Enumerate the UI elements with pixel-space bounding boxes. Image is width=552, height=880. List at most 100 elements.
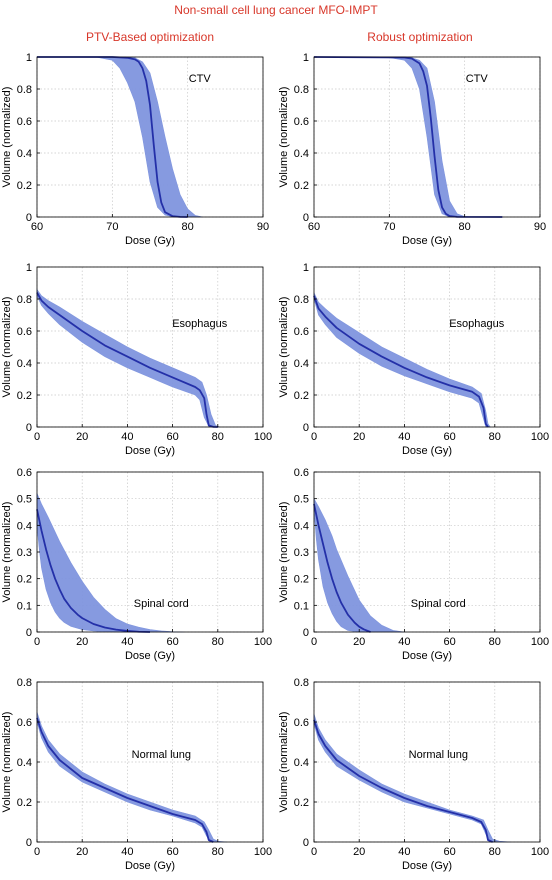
y-tick-label: 0.4 — [17, 757, 32, 769]
x-tick-label: 60 — [443, 636, 455, 648]
x-tick-label: 60 — [166, 636, 178, 648]
column-title-robust: Robust optimization — [367, 30, 473, 44]
y-tick-label: 0.2 — [17, 180, 32, 192]
y-axis-label: Volume (normalized) — [278, 712, 290, 813]
y-tick-label: 0.6 — [294, 116, 309, 128]
y-axis-label: Volume (normalized) — [278, 297, 290, 398]
y-tick-label: 0 — [26, 627, 32, 639]
nominal-dvh-line — [313, 295, 489, 428]
x-tick-label: 60 — [166, 431, 178, 443]
chart-lung-ptv: 0 20 40 60 80 100 0 0.2 0.4 0.6 0.8 Dose (Gy) Volume… — [1, 677, 272, 872]
uncertainty-band — [313, 56, 473, 218]
x-tick-label: 80 — [212, 846, 224, 858]
y-tick-label: 0.2 — [294, 797, 309, 809]
x-tick-label: 100 — [531, 636, 549, 648]
x-tick-label: 40 — [121, 636, 133, 648]
nominal-dvh-line — [37, 56, 188, 218]
x-tick-label: 90 — [257, 221, 269, 233]
y-axis-label: Volume (normalized) — [1, 712, 13, 813]
x-tick-label: 20 — [76, 846, 88, 858]
x-axis-label: Dose (Gy) — [402, 650, 452, 662]
y-tick-label: 0 — [303, 212, 309, 224]
y-tick-label: 0 — [303, 837, 309, 849]
y-tick-label: 1 — [26, 262, 32, 274]
nominal-dvh-line — [36, 509, 151, 633]
y-tick-label: 0 — [303, 627, 309, 639]
x-tick-label: 40 — [121, 431, 133, 443]
axes-frame — [313, 56, 541, 218]
nominal-dvh-line — [36, 292, 218, 428]
x-tick-label: 0 — [311, 636, 317, 648]
y-tick-label: 0.2 — [17, 574, 32, 586]
column-title-ptv: PTV-Based optimization — [85, 30, 215, 44]
figure-title: Non-small cell lung cancer MFO-IMPT — [174, 3, 378, 17]
x-tick-label: 80 — [182, 221, 194, 233]
y-tick-label: 0.4 — [294, 520, 309, 532]
x-tick-label: 80 — [212, 431, 224, 443]
x-tick-label: 20 — [76, 636, 88, 648]
x-tick-label: 100 — [254, 431, 272, 443]
x-tick-label: 100 — [254, 636, 272, 648]
axes-frame — [313, 266, 541, 428]
structure-annotation: Normal lung — [409, 749, 468, 761]
y-tick-label: 0.6 — [17, 326, 32, 338]
x-tick-label: 80 — [459, 221, 471, 233]
chart-spinal-robust: 0 20 40 60 80 100 0 0.1 0.2 0.3 0.4 0.5 0.6 Dose (Gy)… — [278, 467, 549, 662]
x-tick-label: 20 — [76, 431, 88, 443]
y-tick-label: 0.8 — [294, 294, 309, 306]
structure-annotation: Esophagus — [172, 318, 228, 330]
y-tick-label: 0.3 — [17, 547, 32, 559]
x-axis-label: Dose (Gy) — [402, 445, 452, 457]
y-tick-label: 0.2 — [294, 390, 309, 402]
x-tick-label: 60 — [443, 846, 455, 858]
x-tick-label: 60 — [443, 431, 455, 443]
x-tick-label: 60 — [166, 846, 178, 858]
structure-annotation: Esophagus — [449, 318, 505, 330]
y-tick-label: 0.4 — [294, 358, 309, 370]
x-tick-label: 80 — [489, 846, 501, 858]
y-tick-label: 0.8 — [17, 294, 32, 306]
y-tick-label: 0.4 — [17, 520, 32, 532]
y-tick-label: 0.2 — [17, 390, 32, 402]
y-tick-label: 0.1 — [17, 600, 32, 612]
y-tick-label: 0 — [26, 422, 32, 434]
uncertainty-band — [313, 292, 491, 428]
structure-annotation: Spinal cord — [134, 598, 189, 610]
y-tick-label: 0.2 — [294, 180, 309, 192]
y-tick-label: 0.5 — [17, 494, 32, 506]
x-axis-label: Dose (Gy) — [125, 860, 175, 872]
y-tick-label: 0 — [26, 837, 32, 849]
x-axis-label: Dose (Gy) — [125, 650, 175, 662]
x-tick-label: 0 — [34, 846, 40, 858]
x-tick-label: 100 — [531, 431, 549, 443]
chart-esophagus-robust: 0 20 40 60 80 100 0 0.2 0.4 0.6 0.8 1 Dose (Gy) Volum… — [278, 262, 549, 457]
uncertainty-band — [36, 493, 184, 633]
y-tick-label: 0.3 — [294, 547, 309, 559]
uncertainty-band — [36, 56, 203, 218]
y-tick-label: 0.2 — [294, 574, 309, 586]
y-tick-label: 0.4 — [294, 148, 309, 160]
y-tick-label: 0.6 — [17, 467, 32, 479]
x-tick-label: 70 — [106, 221, 118, 233]
y-tick-label: 0.6 — [294, 717, 309, 729]
x-tick-label: 80 — [489, 431, 501, 443]
y-tick-label: 1 — [303, 262, 309, 274]
x-tick-label: 80 — [212, 636, 224, 648]
y-axis-label: Volume (normalized) — [278, 502, 290, 603]
x-axis-label: Dose (Gy) — [402, 235, 452, 247]
axes-frame — [36, 56, 264, 218]
y-tick-label: 0.8 — [294, 84, 309, 96]
y-tick-label: 0.8 — [294, 677, 309, 689]
structure-annotation: CTV — [466, 73, 489, 85]
x-tick-label: 80 — [489, 636, 501, 648]
x-tick-label: 90 — [534, 221, 546, 233]
x-tick-label: 40 — [398, 636, 410, 648]
nominal-dvh-line — [313, 719, 493, 843]
y-tick-label: 0.8 — [17, 677, 32, 689]
y-tick-label: 1 — [303, 52, 309, 64]
x-axis-label: Dose (Gy) — [125, 235, 175, 247]
chart-lung-robust: 0 20 40 60 80 100 0 0.2 0.4 0.6 0.8 Dose (Gy) Volume… — [278, 677, 549, 872]
chart-spinal-ptv: 0 20 40 60 80 100 0 0.1 0.2 0.3 0.4 0.5 0.6 Dose (Gy)… — [1, 467, 272, 662]
y-tick-label: 0.6 — [17, 717, 32, 729]
